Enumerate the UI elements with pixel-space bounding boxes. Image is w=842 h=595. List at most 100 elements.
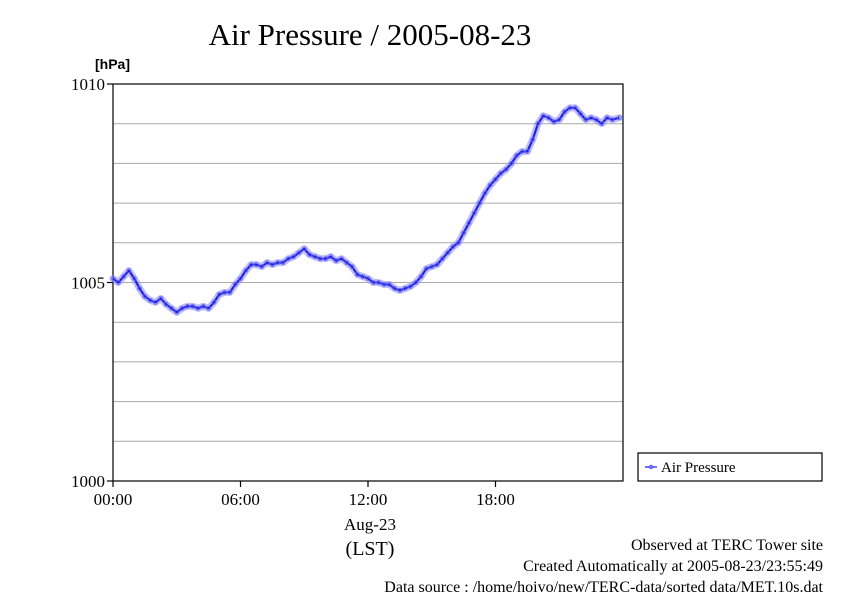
data-point bbox=[530, 137, 536, 142]
data-point bbox=[259, 264, 265, 270]
data-point bbox=[535, 121, 541, 127]
data-point bbox=[317, 256, 323, 262]
data-point bbox=[354, 272, 360, 277]
legend: Air Pressure bbox=[637, 452, 823, 482]
data-point bbox=[572, 105, 578, 111]
data-point bbox=[147, 297, 153, 303]
x-axis-label: Aug-23 bbox=[344, 515, 396, 534]
data-point bbox=[466, 220, 472, 226]
data-point bbox=[280, 260, 286, 266]
x-tick-label: 12:00 bbox=[349, 490, 388, 509]
data-point bbox=[195, 305, 201, 311]
data-point bbox=[370, 280, 376, 285]
data-point bbox=[291, 254, 297, 260]
x-tick-label: 18:00 bbox=[476, 490, 515, 509]
data-point bbox=[158, 295, 164, 301]
data-point bbox=[184, 303, 190, 309]
x-tick-label: 00:00 bbox=[94, 490, 133, 509]
data-point bbox=[599, 121, 605, 127]
data-point bbox=[604, 115, 610, 121]
data-point bbox=[594, 117, 599, 123]
data-point bbox=[424, 266, 429, 272]
data-point bbox=[434, 262, 440, 268]
y-axis-unit-label: [hPa] bbox=[95, 56, 130, 72]
y-tick-label: 1010 bbox=[71, 75, 105, 94]
data-point bbox=[583, 117, 589, 123]
data-point bbox=[429, 264, 435, 270]
data-point bbox=[439, 256, 445, 262]
data-point bbox=[360, 274, 366, 279]
data-point bbox=[588, 115, 594, 121]
data-point bbox=[312, 254, 318, 260]
data-point bbox=[301, 246, 307, 252]
data-point bbox=[339, 256, 344, 262]
data-point bbox=[142, 293, 148, 299]
data-point bbox=[285, 256, 291, 262]
data-point bbox=[392, 286, 397, 291]
data-point bbox=[578, 111, 583, 117]
data-point bbox=[609, 117, 615, 123]
footer-created-time: Created Automatically at 2005-08-23/23:5… bbox=[523, 558, 823, 575]
legend-label-air-pressure: Air Pressure bbox=[661, 460, 736, 476]
data-point bbox=[450, 244, 456, 250]
data-point bbox=[115, 280, 121, 285]
data-point bbox=[179, 305, 185, 311]
legend-box bbox=[637, 452, 823, 482]
data-point bbox=[493, 176, 498, 182]
data-point bbox=[397, 288, 403, 293]
data-point bbox=[163, 301, 169, 307]
data-point bbox=[487, 182, 493, 188]
data-point bbox=[562, 109, 567, 115]
data-point bbox=[524, 149, 530, 154]
x-axis-ticks: 00:00 06:00 12:00 18:00 bbox=[94, 481, 515, 509]
series-layer bbox=[109, 104, 623, 316]
x-tick-label: 06:00 bbox=[221, 490, 260, 509]
data-point bbox=[455, 240, 461, 246]
data-point bbox=[227, 290, 233, 295]
data-point bbox=[248, 262, 254, 268]
data-point bbox=[519, 149, 525, 154]
data-point bbox=[551, 119, 557, 125]
data-point bbox=[344, 260, 350, 266]
data-point bbox=[349, 264, 355, 270]
footer-data-source: Data source : /home/hoivo/new/TERC-data/… bbox=[384, 579, 823, 595]
series-band-air-pressure bbox=[109, 104, 623, 316]
data-point bbox=[376, 280, 382, 285]
data-point bbox=[169, 305, 174, 311]
data-point bbox=[275, 260, 281, 266]
data-point bbox=[307, 252, 312, 258]
data-point bbox=[567, 105, 573, 111]
data-point bbox=[254, 262, 259, 268]
legend-marker-air-pressure bbox=[648, 464, 654, 470]
data-point bbox=[121, 274, 127, 279]
data-point bbox=[514, 153, 520, 158]
data-point bbox=[296, 250, 302, 256]
data-point bbox=[540, 113, 546, 119]
data-point bbox=[408, 284, 413, 289]
data-point bbox=[232, 282, 238, 287]
data-point bbox=[509, 160, 514, 166]
data-point bbox=[216, 292, 222, 297]
data-point bbox=[471, 210, 477, 216]
data-point bbox=[477, 200, 482, 206]
data-point bbox=[238, 276, 243, 281]
data-point bbox=[503, 166, 509, 172]
data-point bbox=[174, 309, 180, 315]
data-point bbox=[445, 250, 451, 256]
data-point bbox=[269, 262, 275, 268]
data-point bbox=[211, 299, 217, 305]
data-point bbox=[110, 276, 116, 281]
data-point bbox=[556, 117, 562, 123]
data-point bbox=[546, 115, 552, 121]
data-point bbox=[365, 276, 371, 281]
data-point bbox=[190, 303, 196, 309]
data-point bbox=[131, 276, 137, 281]
data-point bbox=[137, 286, 142, 291]
data-point bbox=[616, 115, 622, 121]
data-point bbox=[323, 256, 328, 262]
chart-title: Air Pressure / 2005-08-23 bbox=[209, 17, 532, 52]
data-point bbox=[153, 299, 158, 305]
data-point bbox=[402, 286, 408, 291]
data-point bbox=[328, 254, 334, 260]
